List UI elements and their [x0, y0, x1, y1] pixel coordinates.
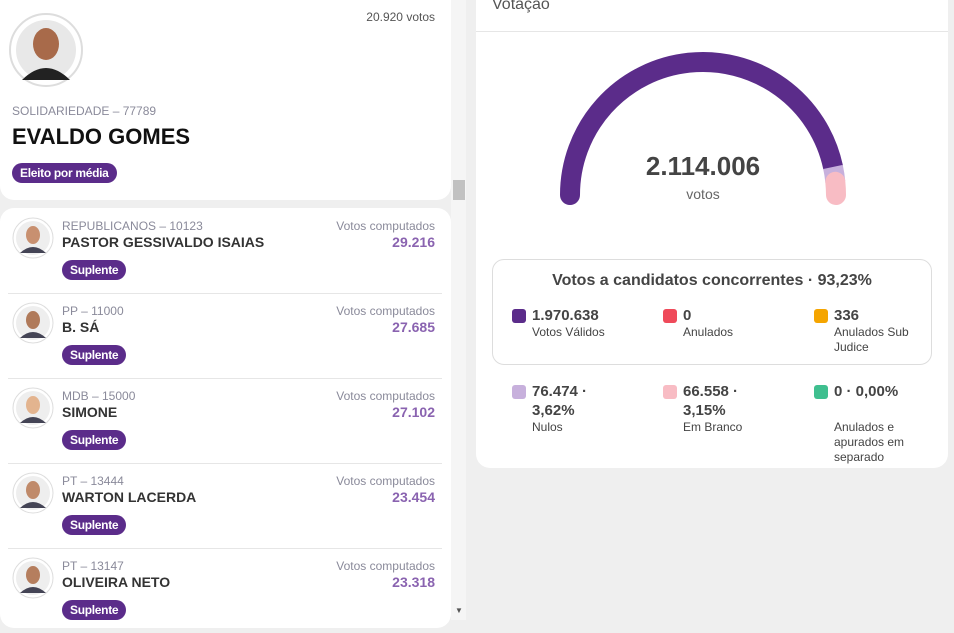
featured-party: SOLIDARIEDADE – 77789 — [12, 104, 157, 118]
votes-count: 27.102 — [392, 404, 435, 420]
item-value: 66.558 · 3,15% — [683, 383, 739, 419]
candidate-row[interactable]: PT – 13444 WARTON LACERDA Suplente Votos co… — [0, 463, 451, 548]
separator — [8, 463, 442, 464]
featured-name: EVALDO GOMES — [12, 124, 191, 149]
item-label: Anulados e apurados em separado — [834, 420, 905, 464]
vote-item: 0 Anulados — [663, 306, 778, 376]
legend-swatch — [512, 309, 526, 323]
votes-label: Votos computados — [336, 389, 435, 403]
votes-count: 23.454 — [392, 489, 435, 505]
candidate-party: PT – 13147 — [62, 559, 124, 573]
votes-box: Votos computados 23.454 — [235, 474, 435, 514]
status-badge: Suplente — [62, 600, 127, 620]
summary-title: Votos a candidatos concorrentes · 93,23% — [552, 272, 872, 289]
item-label: Anulados — [683, 325, 734, 339]
separator — [8, 378, 442, 379]
divider — [476, 31, 948, 32]
candidate-name: WARTON LACERDA — [62, 489, 197, 505]
vote-item: 336 Anulados Sub Judice — [814, 306, 929, 376]
scrollbar[interactable]: ▼ — [451, 0, 466, 620]
avatar — [12, 472, 54, 514]
votes-label: Votos computados — [336, 559, 435, 573]
summary-box — [492, 259, 932, 365]
avatar — [12, 217, 54, 259]
votacao-card: Votação 2.114.006 votos Votos a candidat… — [476, 0, 948, 468]
featured-votes: 20.920 votos — [366, 10, 435, 24]
vote-item: 76.474 · 3,62% Nulos — [512, 382, 627, 452]
candidate-party: PT – 13444 — [62, 474, 124, 488]
avatar — [9, 13, 83, 87]
candidate-party: REPUBLICANOS – 10123 — [62, 219, 203, 233]
status-badge: Eleito por média — [12, 163, 117, 183]
votes-label: Votos computados — [336, 304, 435, 318]
item-value: 0 — [683, 307, 692, 324]
candidate-name: PASTOR GESSIVALDO ISAIAS — [62, 234, 265, 250]
votes-count: 23.318 — [392, 574, 435, 590]
candidate-name: B. SÁ — [62, 319, 100, 335]
status-badge: Suplente — [62, 430, 127, 450]
legend-swatch — [814, 385, 828, 399]
item-value: 1.970.638 — [532, 307, 599, 324]
candidate-row[interactable]: MDB – 15000 SIMONE Suplente Votos computado… — [0, 378, 451, 463]
legend-swatch — [512, 385, 526, 399]
candidate-name: SIMONE — [62, 404, 118, 420]
item-label: Em Branco — [683, 420, 743, 434]
gauge — [560, 51, 846, 205]
scroll-arrow[interactable]: ▼ — [455, 606, 463, 615]
item-label: Anulados Sub Judice — [834, 325, 909, 354]
legend-swatch — [663, 385, 677, 399]
status-badge: Suplente — [62, 515, 127, 535]
votes-label: Votos computados — [336, 474, 435, 488]
featured-card: 20.920 votos SOLIDARIEDADE – 77789 EVALD… — [0, 0, 451, 200]
candidate-row[interactable]: PT – 13147 OLIVEIRA NETO Suplente Votos com… — [0, 548, 451, 633]
item-label: Nulos — [532, 420, 563, 434]
candidate-name: OLIVEIRA NETO — [62, 574, 171, 590]
vote-item: 1.970.638 Votos Válidos — [512, 306, 627, 376]
item-label: Votos Válidos — [532, 325, 605, 339]
avatar — [12, 387, 54, 429]
votes-box: Votos computados 29.216 — [235, 219, 435, 259]
item-value: 76.474 · 3,62% — [532, 383, 588, 419]
total-votes: 2.114.006 — [645, 151, 761, 181]
vote-item: 0 · 0,00% Anulados e apurados em separado — [814, 382, 929, 464]
separator — [8, 293, 442, 294]
status-badge: Suplente — [62, 345, 127, 365]
status-badge: Suplente — [62, 260, 127, 280]
section-title: Votação — [492, 0, 550, 13]
candidate-party: PP – 11000 — [62, 304, 124, 318]
avatar — [12, 302, 54, 344]
candidate-row[interactable]: PP – 11000 B. SÁ Suplente Votos computados 2… — [0, 293, 451, 378]
scroll-thumb[interactable] — [453, 180, 465, 200]
vote-item: 66.558 · 3,15% Em Branco — [663, 382, 778, 452]
candidate-list: REPUBLICANOS – 10123 PASTOR GESSIVALDO IS… — [0, 208, 451, 628]
separator — [8, 548, 442, 549]
legend-swatch — [814, 309, 828, 323]
votes-count: 29.216 — [392, 234, 435, 250]
total-label: votos — [686, 186, 720, 202]
candidate-row[interactable]: REPUBLICANOS – 10123 PASTOR GESSIVALDO IS… — [0, 208, 451, 293]
votes-label: Votos computados — [336, 219, 435, 233]
legend-swatch — [663, 309, 677, 323]
votes-box: Votos computados 23.318 — [235, 559, 435, 599]
votes-box: Votos computados 27.102 — [235, 389, 435, 429]
avatar — [12, 557, 54, 599]
votes-box: Votos computados 27.685 — [235, 304, 435, 344]
candidate-party: MDB – 15000 — [62, 389, 136, 403]
votes-count: 27.685 — [392, 319, 435, 335]
item-value: 336 — [834, 307, 860, 324]
item-value: 0 · 0,00% — [834, 383, 899, 400]
